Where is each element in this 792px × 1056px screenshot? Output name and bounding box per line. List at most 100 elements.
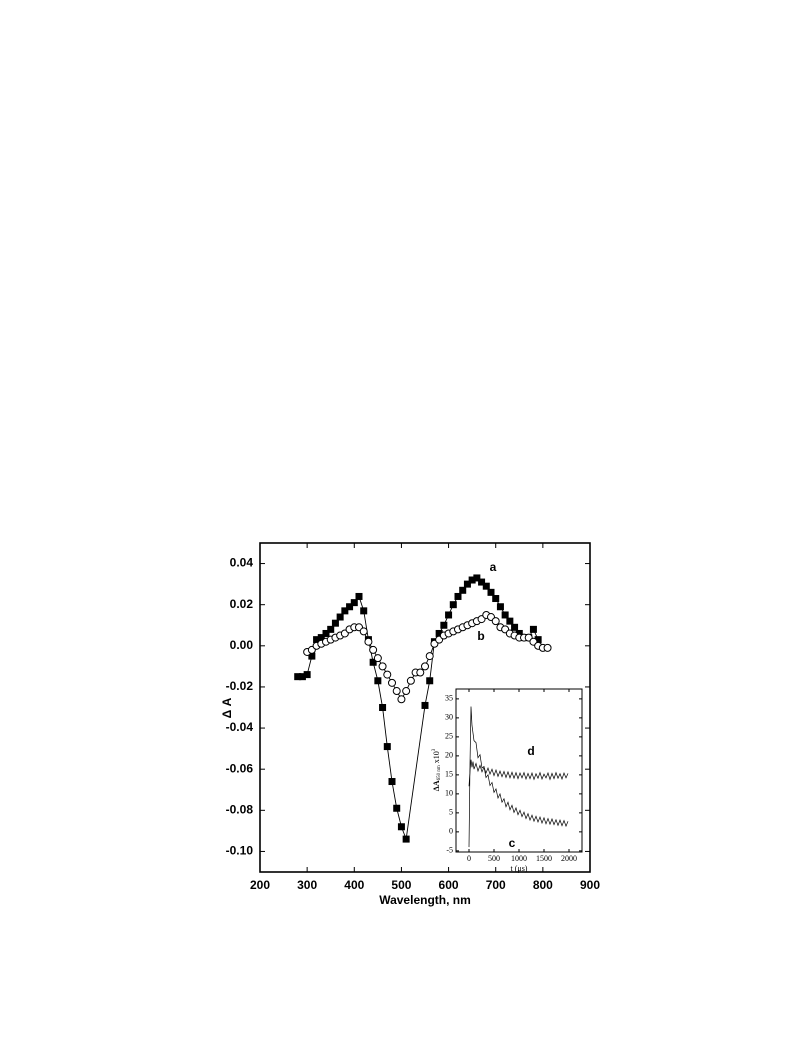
marker [491,617,500,626]
marker [492,595,500,603]
y-tick-label: -0.04 [226,720,254,734]
marker [501,611,509,619]
y-tick-label: 30 [445,713,453,722]
y-tick-label: 35 [445,694,453,703]
marker [388,678,396,687]
y-tick-label: -0.08 [226,802,254,816]
marker [454,592,462,600]
marker [322,629,330,637]
marker [440,621,448,629]
marker [506,617,514,625]
y-tick-label: -0.10 [226,844,254,858]
marker [336,613,344,621]
x-tick-label: 400 [344,878,364,892]
x-tick-label: 900 [580,878,600,892]
marker [294,673,302,681]
y-tick-label: 0.04 [230,556,254,570]
marker [425,652,434,661]
y-tick-label: 0.02 [230,597,254,611]
marker [392,687,401,696]
x-tick-label: 600 [439,878,459,892]
marker [397,695,406,704]
y-tick-label: 0.00 [230,638,254,652]
marker [364,637,373,646]
marker [487,588,495,596]
y-tick-label: 25 [445,732,453,741]
marker [515,629,523,637]
marker [388,778,396,786]
marker [473,574,481,582]
marker [478,578,486,586]
marker [482,582,490,590]
x-tick-label: 300 [297,878,317,892]
label-part: ΔA [432,780,441,791]
marker [303,671,311,679]
marker [397,823,405,831]
marker [449,601,457,609]
marker [379,704,387,711]
marker [468,576,476,584]
y-tick-label: -0.06 [226,761,254,775]
marker [313,636,321,644]
marker [360,607,368,615]
label-part: 650 nm [437,765,442,780]
marker [346,603,354,611]
marker [359,627,368,636]
y-tick-label: -5 [446,846,453,855]
inset-y-axis-label: ΔA650 nm x103 [432,748,442,791]
marker [421,701,429,709]
series-label: b [477,629,484,643]
x-tick-label: 2000 [561,854,577,863]
label-part: 3 [432,748,437,751]
x-tick-label: 1500 [536,854,552,863]
marker [445,611,453,619]
series-label: a [490,560,497,574]
inset-x-axis-label: t (μs) [511,864,528,873]
marker [355,592,363,600]
marker [350,599,358,607]
series-line [468,759,569,787]
marker [435,629,443,637]
marker [543,643,552,652]
marker [402,687,411,696]
inset-background [456,689,582,852]
marker [341,607,349,615]
marker [331,619,339,627]
x-tick-label: 0 [467,854,471,863]
marker [298,673,306,681]
x-axis-label: Wavelength, nm [379,893,471,907]
marker [369,645,378,654]
series-label: d [527,744,534,758]
marker [534,636,542,644]
y-tick-label: 15 [445,770,453,779]
marker [393,804,401,812]
x-tick-label: 800 [533,878,553,892]
y-tick-label: 20 [445,751,453,760]
marker [317,634,325,642]
marker [463,580,471,588]
marker [369,658,377,666]
marker [406,676,415,685]
plot-frame [259,542,591,873]
marker [511,623,519,631]
marker [373,654,382,663]
x-tick-label: 700 [486,878,506,892]
y-tick-label: 10 [445,789,453,798]
x-tick-label: 500 [488,854,500,863]
series-line [468,706,569,848]
y-tick-label: 0 [449,827,453,836]
y-axis-label: Δ A [220,697,234,718]
marker [426,677,434,685]
marker [529,625,537,633]
marker [308,652,316,660]
marker [327,625,335,633]
y-tick-label: 5 [449,808,453,817]
marker [496,603,504,611]
marker [378,662,387,671]
marker [459,586,467,594]
marker [383,670,392,679]
x-tick-label: 200 [250,878,270,892]
y-tick-label: -0.02 [226,679,254,693]
